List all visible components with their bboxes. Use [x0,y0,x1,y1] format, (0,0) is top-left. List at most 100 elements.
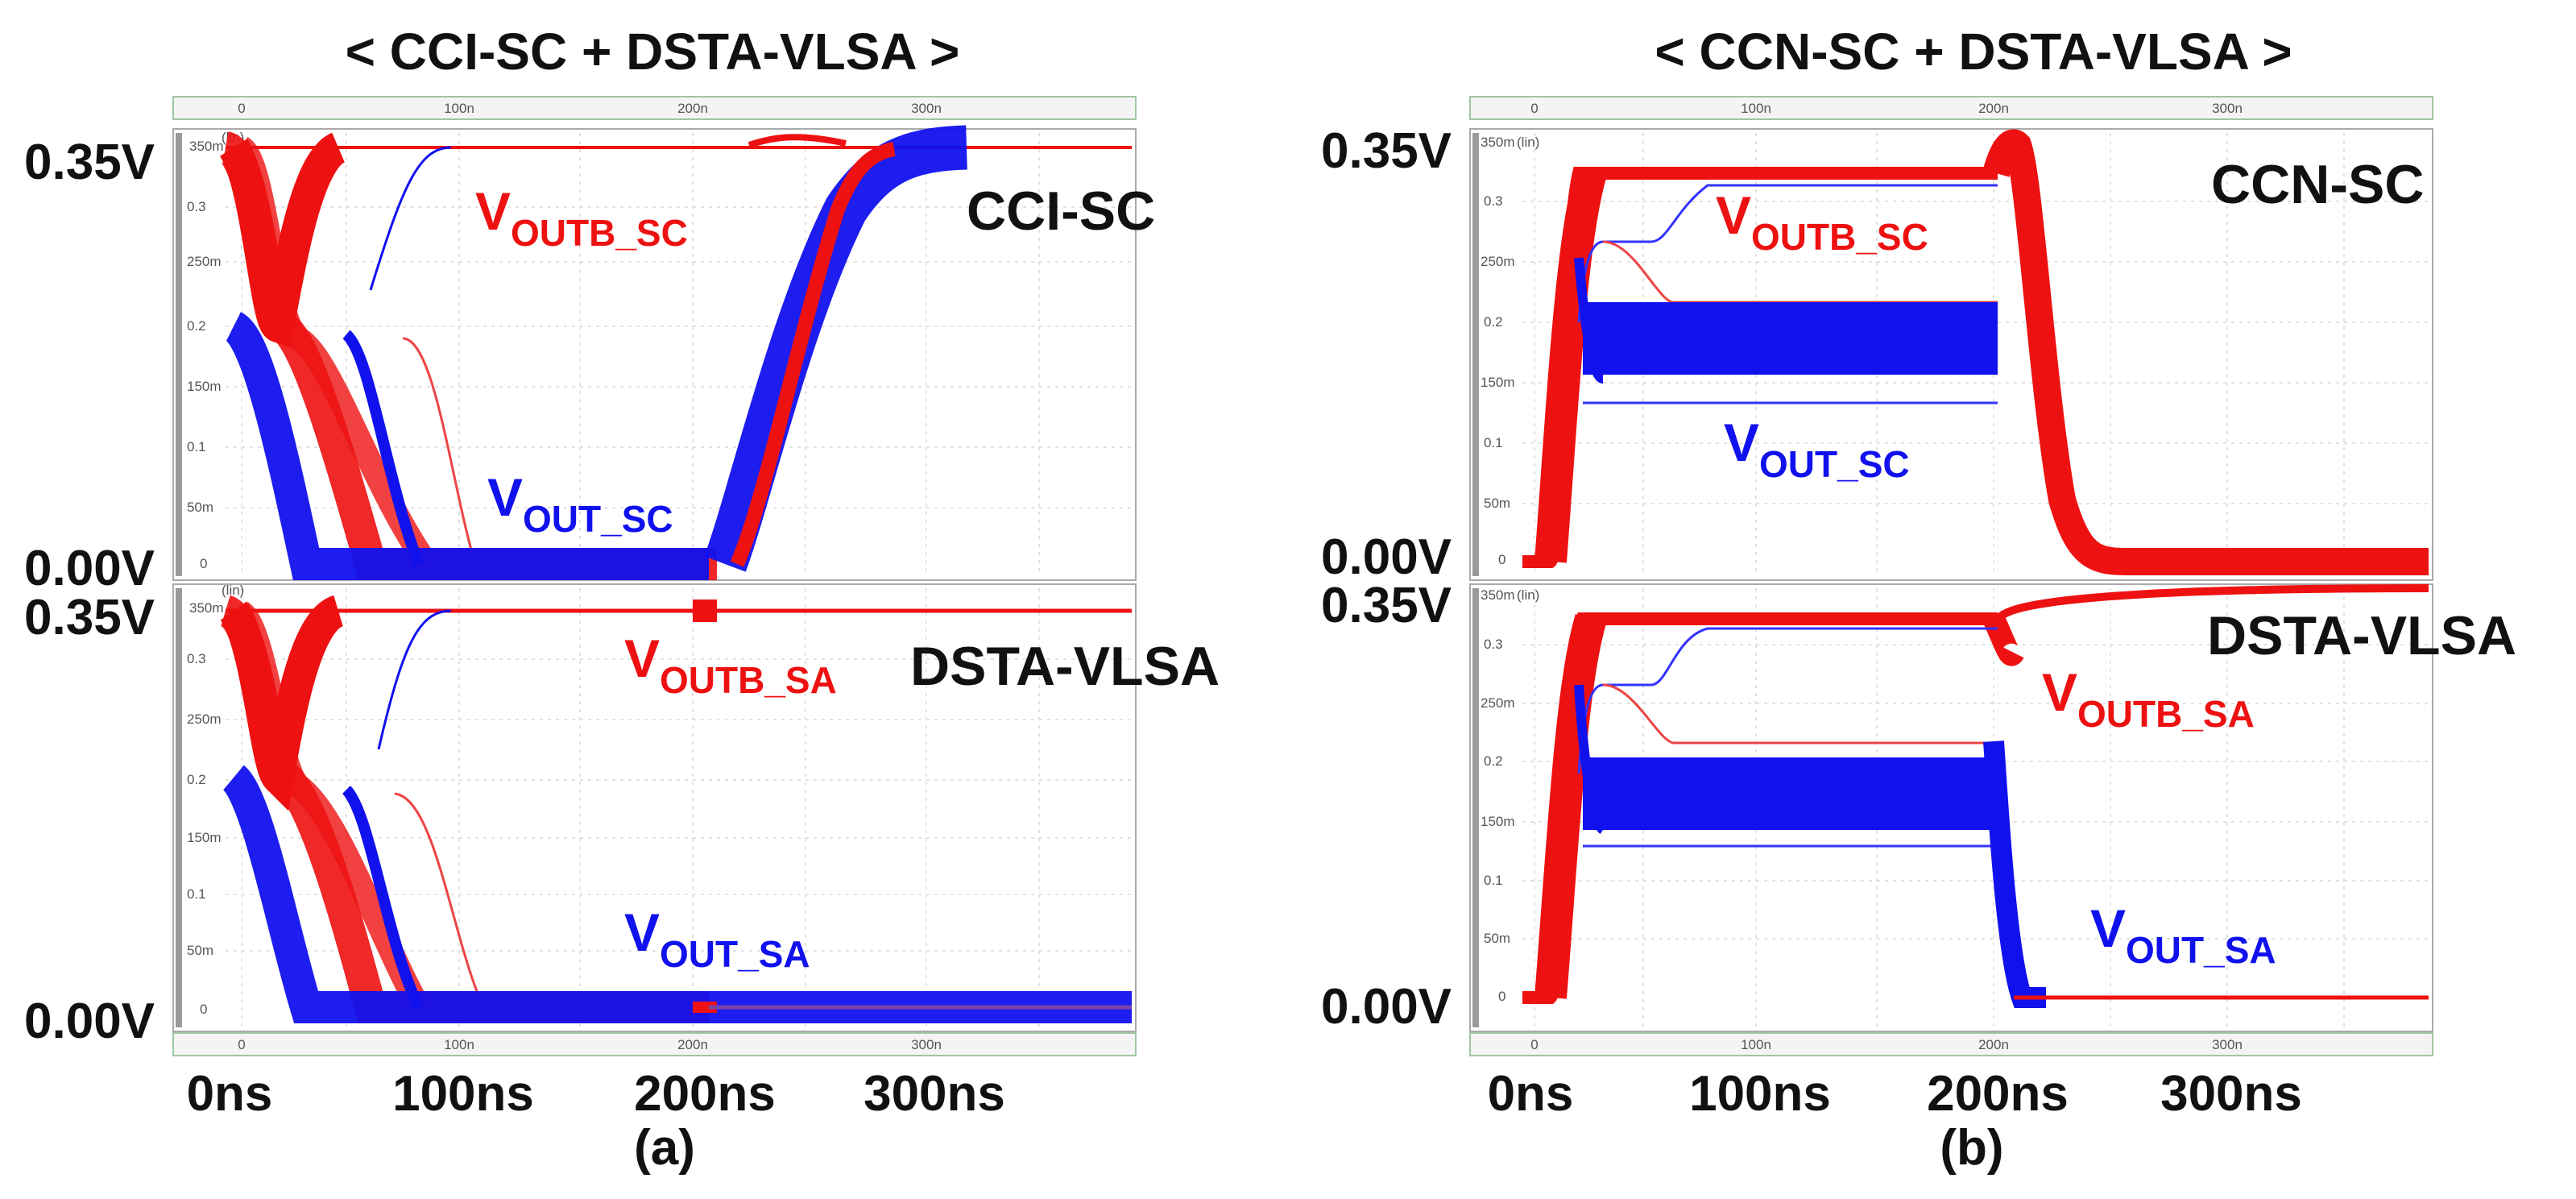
y-tick-label: 50m [1484,931,1510,946]
y-tick-label: 150m [1481,814,1515,829]
y-tick-label: 0 [200,1002,207,1017]
y-ticks: 350m 0.3 250m 0.2 150m 0.1 50m 0 (lin) [1481,135,1539,567]
y-tick-label: 250m [187,254,222,269]
signal-label-voutb: VOUTB_SC [475,181,688,254]
top-axis-strip [1469,96,2433,120]
tick-label: 200n [677,1037,708,1052]
panel-b-title: < CCN-SC + DSTA-VLSA > [1655,23,2292,81]
signal-label-voutb: VOUTB_SA [624,629,837,701]
y-top-label: 0.35V [1321,123,1452,179]
panel-a-time-labels: 0ns 100ns 200ns 300ns [187,1066,1005,1122]
y-ticks: 350m 0.3 250m 0.2 150m 0.1 50m 0 (lin) [1481,587,1539,1004]
y-top-label: 0.35V [24,590,155,645]
y-tick-label: 0.3 [1484,193,1503,209]
y-tick-label: 0 [1498,989,1505,1004]
tick-label: 100n [444,1037,474,1052]
plot-labels: DSTA-VLSA VOUTB_SA VOUT_SA [2042,605,2516,971]
plot-b1-ccnsc: 350m 0.3 250m 0.2 150m 0.1 50m 0 (lin) [1321,123,2433,585]
y-tick-label: 0.2 [187,772,206,787]
panel-a: < CCI-SC + DSTA-VLSA > 0 100n 200n 300n [24,23,1220,1176]
y-tick-label: 0.3 [187,199,206,214]
signal-sub: OUTB_SC [511,212,688,254]
plot-title: CCN-SC [2211,154,2424,215]
panel-b-caption: (b) [1940,1120,2003,1176]
signal-label-voutb: VOUTB_SA [2042,662,2255,735]
signal-main: V [475,181,511,241]
plot-title: DSTA-VLSA [910,636,1220,697]
plot-b2-dstavlsa: 350m 0.3 250m 0.2 150m 0.1 50m 0 (lin) [1321,578,2516,1035]
y-tick-label: 250m [1481,695,1515,711]
y-bottom-label: 0.00V [24,994,155,1049]
bottom-axis-strip [172,1032,1137,1056]
time-label: 300ns [2160,1066,2302,1122]
signal-sub: OUTB_SA [2077,693,2255,735]
y-tick-label: 350m [1481,135,1515,150]
y-tick-label: 0.2 [1484,753,1503,769]
y-tick-label: 0.2 [187,318,206,334]
panel-b: < CCN-SC + DSTA-VLSA > 0 100n 200n 300n … [1321,23,2516,1176]
y-tick-label: 0.3 [1484,637,1503,652]
signal-label-vout: VOUT_SA [2090,898,2276,971]
time-label: 100ns [1689,1066,1831,1122]
y-tick-label: 350m [189,600,224,616]
signal-label-voutb: VOUTB_SC [1716,185,1928,258]
time-label: 200ns [634,1066,776,1122]
tick-label: 100n [444,101,474,116]
y-bottom-label: 0.00V [24,541,155,596]
tick-label: 100n [1741,1037,1771,1052]
panel-b-bottom-axis: 0 100n 200n 300n [1469,1032,2433,1056]
plot-title: CCI-SC [967,180,1155,242]
plot-a2-dstavlsa: 350m 0.3 250m 0.2 150m 0.1 50m 0 (lin) [24,583,1220,1049]
plot-title: DSTA-VLSA [2207,605,2516,666]
y-tick-label: 50m [187,943,213,958]
signal-label-vout: VOUT_SA [624,902,810,975]
signal-sub: OUT_SA [660,933,810,975]
signal-label-vout: VOUT_SC [1724,413,1910,485]
y-tick-label: 0.1 [187,886,206,902]
signal-label-vout: VOUT_SC [487,467,673,540]
y-tick-label: 350m [1481,587,1515,603]
unit-label: (lin) [1517,135,1539,150]
tick-label: 0 [238,101,245,116]
plot-labels: CCN-SC VOUTB_SC VOUT_SC [1716,154,2424,485]
y-axis-bar [176,133,182,576]
y-tick-label: 0 [200,556,207,571]
waveforms [1522,129,2429,575]
y-tick-label: 0.2 [1484,314,1503,330]
y-tick-label: 150m [187,830,222,845]
waveforms [1522,584,2429,1008]
signal-sub: OUTB_SC [1751,216,1928,258]
waveforms [218,125,1132,580]
tick-label: 0 [238,1037,245,1052]
waveforms [217,595,1132,1023]
y-tick-label: 0.3 [187,651,206,666]
tick-label: 100n [1741,101,1771,116]
y-ticks: 350m 0.3 250m 0.2 150m 0.1 50m 0 (lin) [187,583,244,1017]
time-label: 0ns [187,1066,273,1122]
plot-a1-ccisc: 350m 0.3 250m 0.2 150m 0.1 50m 0 (lin) [24,125,1155,596]
signal-main: V [487,467,523,527]
y-ticks: 350m 0.3 250m 0.2 150m 0.1 50m 0 (lin) [187,130,244,571]
y-axis-bar [176,588,182,1027]
tick-label: 200n [1978,101,2009,116]
gridlines [226,588,1132,1027]
y-bottom-label: 0.00V [1321,529,1452,585]
y-tick-label: 150m [187,379,222,394]
unit-label: (lin) [1517,587,1539,603]
y-axis-bar [1472,588,1479,1027]
signal-sub: OUT_SC [1759,443,1910,485]
y-tick-label: 50m [187,500,213,515]
top-axis-strip [172,96,1137,120]
panel-b-time-labels: 0ns 100ns 200ns 300ns [1488,1066,2302,1122]
y-tick-label: 50m [1484,496,1510,511]
panel-b-top-axis: 0 100n 200n 300n [1469,96,2433,120]
panel-a-caption: (a) [634,1120,695,1176]
tick-label: 300n [911,1037,942,1052]
panel-a-top-axis: 0 100n 200n 300n [172,96,1137,120]
y-top-label: 0.35V [1321,578,1452,633]
bottom-axis-strip [1469,1032,2433,1056]
unit-label: (lin) [222,583,244,598]
plot-labels: CCI-SC VOUTB_SC VOUT_SC [475,180,1155,540]
panel-a-bottom-axis: 0 100n 200n 300n [172,1032,1137,1056]
signal-main: V [2042,662,2077,722]
